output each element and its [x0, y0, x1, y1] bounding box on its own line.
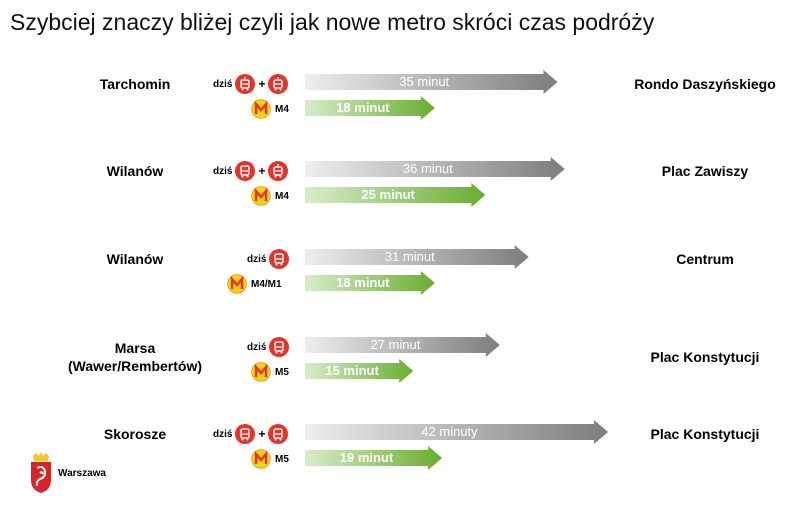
destination-label: Centrum [676, 251, 734, 267]
metro-line-label: M5 [275, 453, 289, 465]
metro-label: 25 minut [361, 187, 415, 202]
metro-arrow-shape [305, 271, 435, 295]
metro-icon [251, 186, 271, 206]
plus-sign: + [258, 77, 266, 91]
metro-label: 19 minut [339, 450, 394, 465]
metro-arrow-shape [305, 96, 435, 120]
today-bar: 36 minut [305, 157, 565, 181]
today-modes: dziś + [213, 422, 289, 446]
today-arrow-shape [305, 333, 500, 357]
today-label: 42 minuty [421, 424, 478, 439]
today-bar: 35 minut [305, 70, 558, 94]
bus-icon [235, 424, 256, 444]
today-label: dziś [213, 165, 233, 177]
logo-text: Warszawa [58, 467, 106, 479]
destination-label: Plac Konstytucji [650, 349, 760, 365]
plus-sign: + [258, 164, 266, 178]
origin-label: Skorosze [103, 426, 167, 442]
today-label: 36 minut [402, 161, 453, 176]
metro-icon [251, 362, 271, 382]
today-modes: dziś [247, 247, 290, 271]
metro-bar: 25 minut [305, 183, 486, 207]
metro-line: M4 [251, 97, 289, 121]
today-bar: 42 minuty [305, 420, 608, 444]
bus-icon [269, 249, 290, 269]
metro-arrow-shape [305, 359, 414, 383]
tram-icon [268, 161, 289, 181]
route-row: Tarchomin Rondo Daszyńskiego dziś + M4 35 min… [0, 70, 805, 140]
destination-label: Rondo Daszyńskiego [634, 76, 776, 92]
metro-label: 15 minut [325, 363, 379, 378]
metro-line: M4 [251, 184, 289, 208]
metro-line-label: M5 [275, 366, 289, 378]
route-row: Skorosze Plac Konstytucji dziś + M5 42 minuty… [0, 420, 805, 490]
origin-label: Wilanów [106, 251, 164, 267]
today-arrow-shape [305, 157, 565, 181]
metro-bar: 18 minut [305, 96, 435, 120]
today-arrow-shape [305, 245, 529, 269]
bus-icon [269, 337, 290, 357]
destination-label: Plac Konstytucji [650, 426, 760, 442]
origin-label: Marsa (Wawer/Rembertów) [67, 340, 203, 374]
warszawa-logo: Warszawa [28, 452, 106, 494]
today-bar: 27 minut [305, 333, 500, 357]
origin-label: Tarchomin [99, 76, 171, 92]
metro-label: 18 minut [336, 100, 390, 115]
metro-icon [227, 274, 247, 294]
metro-arrow-shape [305, 446, 443, 470]
metro-bar: 15 minut [305, 359, 414, 383]
plus-sign: + [258, 427, 266, 441]
tram-icon [235, 74, 256, 94]
today-label: dziś [213, 78, 233, 90]
today-label: 27 minut [370, 337, 421, 352]
metro-bar: 18 minut [305, 271, 435, 295]
today-label: 31 minut [384, 249, 435, 264]
metro-label: 18 minut [336, 275, 390, 290]
warsaw-coat-of-arms-icon [31, 452, 51, 493]
route-row: Marsa (Wawer/Rembertów) Plac Konstytucji dz… [0, 333, 805, 403]
metro-arrow-shape [305, 183, 486, 207]
today-label: dziś [213, 428, 233, 440]
bus-icon [235, 161, 256, 181]
today-arrow-shape [305, 420, 608, 444]
route-row: Wilanów Plac Zawiszy dziś + M4 36 minut 25 min… [0, 157, 805, 227]
metro-icon [251, 99, 271, 119]
today-arrow-shape [305, 70, 558, 94]
today-label: 35 minut [399, 74, 450, 89]
metro-line-label: M4 [275, 190, 289, 202]
today-modes: dziś + [213, 72, 289, 96]
metro-line-label: M4 [275, 103, 289, 115]
metro-line-label: M4/M1 [251, 278, 282, 290]
metro-line: M4/M1 [227, 272, 282, 296]
today-modes: dziś + [213, 159, 289, 183]
destination-label: Plac Zawiszy [661, 163, 749, 179]
today-label: dziś [247, 341, 267, 353]
metro-icon [251, 449, 271, 469]
metro-line: M5 [251, 447, 289, 471]
metro-bar: 19 minut [305, 446, 443, 470]
metro-line: M5 [251, 360, 289, 384]
origin-label: Wilanów [106, 163, 164, 179]
today-modes: dziś [247, 335, 290, 359]
today-label: dziś [247, 253, 267, 265]
chart-title: Szybciej znaczy bliżej czyli jak nowe me… [10, 9, 655, 35]
today-bar: 31 minut [305, 245, 529, 269]
route-row: Wilanów Centrum dziś M4/M1 31 minut 18 minut [0, 245, 805, 315]
tram-icon [268, 74, 289, 94]
bus-icon [268, 424, 289, 444]
